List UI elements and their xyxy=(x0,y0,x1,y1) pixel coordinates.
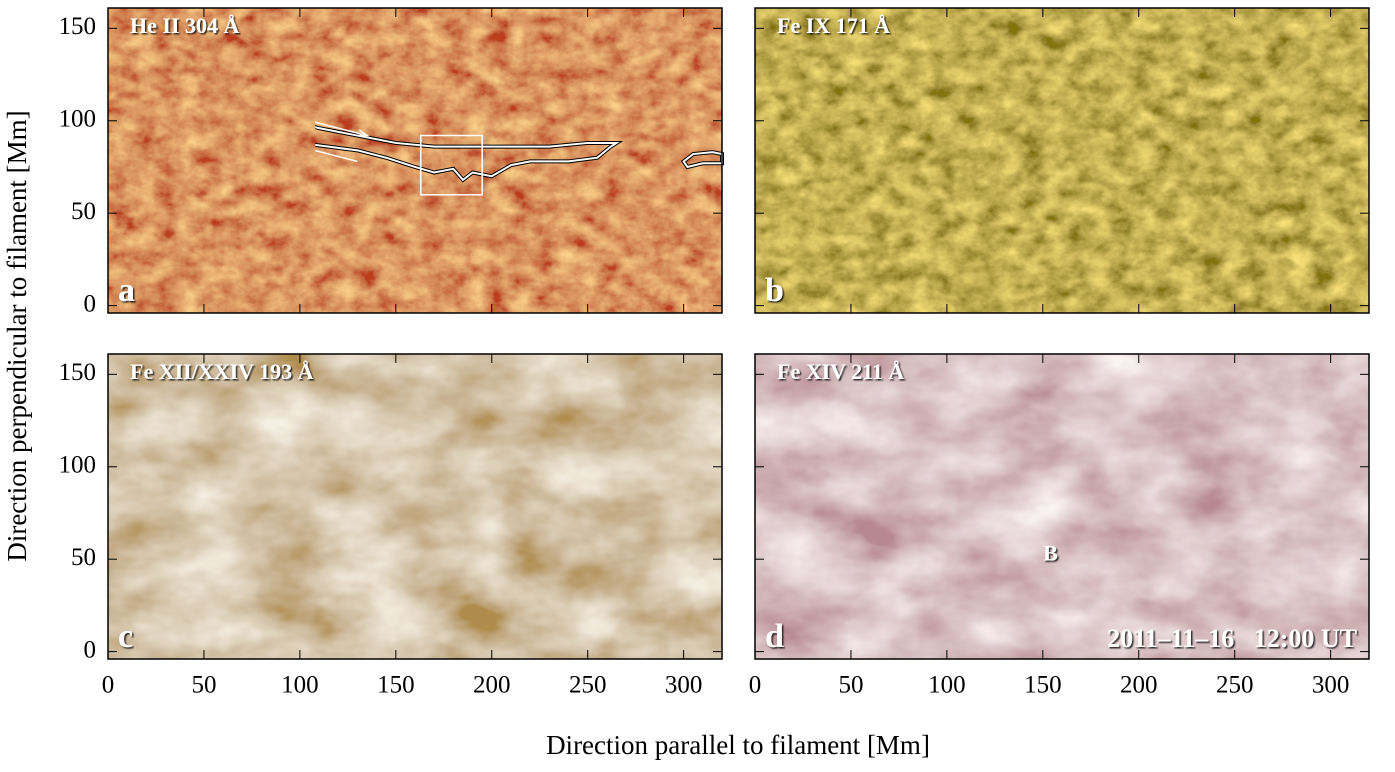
panel-label: d xyxy=(765,618,784,655)
frame xyxy=(754,7,1370,314)
x-tick-label: 200 xyxy=(1120,672,1158,699)
panel-title: He II 304 Å xyxy=(130,13,240,38)
x-tick-label: 100 xyxy=(928,672,966,699)
x-tick-label: 300 xyxy=(1312,672,1350,699)
image xyxy=(755,8,1369,313)
image xyxy=(755,354,1369,659)
frame xyxy=(107,353,723,660)
y-tick-label: 100 xyxy=(59,451,97,478)
x-tick-label: 50 xyxy=(191,672,216,699)
y-tick-label: 0 xyxy=(84,290,97,317)
panel-title: Fe XIV 211 Å xyxy=(777,359,904,384)
panel: Fe IX 171 Å b xyxy=(754,7,1370,314)
x-tick-label: 150 xyxy=(1024,672,1062,699)
x-axis-label: Direction parallel to filament [Mm] xyxy=(546,730,930,760)
panel-title: Fe IX 171 Å xyxy=(777,13,890,38)
x-tick-label: 50 xyxy=(838,672,863,699)
x-tick-label: 300 xyxy=(665,672,703,699)
frame xyxy=(107,7,723,314)
x-tick-label: 150 xyxy=(377,672,415,699)
panel-label: a xyxy=(118,272,135,309)
y-tick-label: 150 xyxy=(59,13,97,40)
panel: 0 50 100 150 200 250 300 0 50 100 150 Fe XII/XXIV 1… xyxy=(59,353,723,699)
annotation: B xyxy=(1043,541,1058,566)
y-tick-label: 0 xyxy=(84,636,97,663)
frame xyxy=(754,353,1370,660)
x-tick-label: 200 xyxy=(473,672,511,699)
panel-title: Fe XII/XXIV 193 Å xyxy=(130,359,314,384)
panel: 0 50 100 150 He II 304 Å a xyxy=(59,7,723,317)
timestamp: 2011–11–16 12:00 UT xyxy=(1107,624,1357,653)
y-tick-label: 50 xyxy=(71,544,96,571)
panel: 0 50 100 150 200 250 300 Fe XIV 211 Å d B 2011–11–… xyxy=(749,353,1370,699)
x-tick-label: 0 xyxy=(102,672,115,699)
panel-label: b xyxy=(765,272,784,309)
y-tick-label: 150 xyxy=(59,359,97,386)
panel-label: c xyxy=(118,618,133,655)
y-tick-label: 100 xyxy=(59,105,97,132)
x-tick-label: 0 xyxy=(749,672,762,699)
x-tick-label: 100 xyxy=(281,672,319,699)
image xyxy=(108,354,722,659)
y-tick-label: 50 xyxy=(71,198,96,225)
y-axis-label: Direction perpendicular to filament [Mm] xyxy=(2,110,32,561)
x-tick-label: 250 xyxy=(569,672,607,699)
panels: 0 50 100 150 He II 304 Å a Fe IX 171 Å b 0 50 100 1… xyxy=(59,7,1370,699)
image xyxy=(108,8,722,313)
x-tick-label: 250 xyxy=(1216,672,1254,699)
